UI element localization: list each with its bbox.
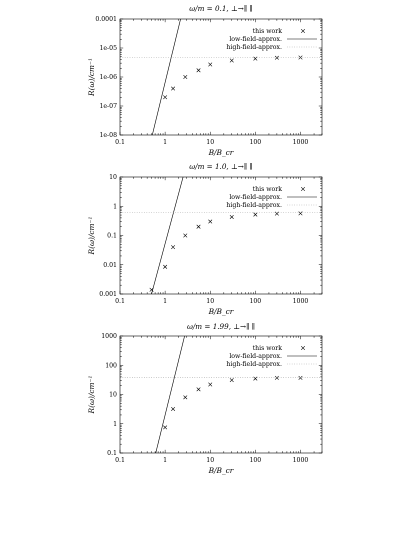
low-field-approx-line [151,177,184,294]
data-point [171,406,176,411]
y-tick-label: 1000 [101,333,117,340]
chart-panel-1: 0.1 1 10 100 1000 1e-08 1e-07 1e-06 1e-05 0.0001 ω… [87,4,323,157]
y-tick-label: 0.1 [107,233,117,240]
legend-label: this work [253,186,283,193]
data-point [298,375,303,380]
x-axis-label: B/B_cr [208,148,234,157]
y-tick-label: 10 [109,174,117,181]
x-tick-label: 100 [249,298,261,305]
y-tick-label: 1e-05 [99,45,117,52]
legend-label: low-field-approx. [229,194,282,201]
data-point [183,74,188,80]
legend-marker [300,28,306,34]
data-point [208,382,213,387]
legend-label: this work [253,345,283,352]
data-point [298,211,303,216]
data-point [229,214,234,219]
y-tick-label: 100 [105,362,117,369]
x-tick-label: 1000 [293,457,309,464]
chart-title: ω/m = 1.99, ⊥→∥ ∥ [187,322,255,331]
y-tick-label: 1e-06 [99,74,117,81]
x-tick-label: 10 [206,139,214,146]
data-point [208,219,213,224]
plot-frame [119,18,323,136]
x-tick-label: 10 [206,457,214,464]
plot-frame [119,335,323,454]
x-tick-label: 10 [206,298,214,305]
x-tick-label: 0.1 [115,139,125,146]
data-point [196,68,201,73]
data-point [196,224,201,229]
x-tick-label: 1000 [293,298,309,305]
data-point [274,375,279,380]
data-point [183,233,188,238]
data-point [171,245,176,250]
x-tick-label: 1 [163,457,167,464]
data-point [163,425,168,430]
data-point [163,264,168,269]
legend-label: high-field-approx. [226,361,282,368]
y-tick-label: 1e-08 [99,132,117,139]
y-tick-label: 0.0001 [95,16,117,23]
data-point [229,58,234,63]
plot-frame [119,176,323,295]
low-field-approx-line [152,19,181,135]
y-axis-label: R(ω)/cm⁻¹ [87,217,96,256]
y-tick-label: 0.01 [103,262,117,269]
x-tick-label: 1 [163,298,167,305]
data-point [253,212,258,217]
chart-panel-3: 0.1 1 10 100 1000 0.1 1 10 100 1000 ω/m = 1.99, ⊥→… [87,322,323,475]
x-tick-label: 100 [249,457,261,464]
chart-title: ω/m = 1.0, ⊥→∥ ∥ [189,162,252,171]
y-tick-label: 1e-07 [99,103,117,110]
data-point [274,55,279,60]
data-point [253,56,258,61]
legend-label: low-field-approx. [229,353,282,360]
y-tick-label: 1 [113,203,117,210]
legend-marker [300,186,306,192]
y-tick-label: 0.1 [107,450,117,457]
y-tick-label: 10 [109,392,117,399]
chart-title: ω/m = 0.1, ⊥→∥ ∥ [189,4,252,13]
data-point [183,395,188,400]
chart-panel-2: 0.1 1 10 100 1000 0.001 0.01 0.1 1 10 ω/m = 1.0, ⊥… [87,162,323,316]
x-tick-label: 0.1 [115,298,125,305]
data-point [274,211,279,216]
x-tick-label: 100 [249,139,261,146]
data-point [196,387,201,392]
x-axis-label: B/B_cr [208,307,234,316]
y-tick-label: 0.001 [99,291,117,298]
legend-label: high-field-approx. [226,202,282,209]
data-point [208,62,213,67]
data-point [229,378,234,383]
y-tick-label: 1 [113,421,117,428]
x-tick-label: 1000 [293,139,309,146]
data-point [253,376,258,381]
data-point [163,95,168,100]
legend-label: high-field-approx. [226,44,282,51]
x-tick-label: 1 [163,139,167,146]
y-axis-label: R(ω)/cm⁻¹ [87,58,96,97]
data-point [171,86,176,91]
legend-marker [300,345,306,351]
legend-label: this work [253,28,283,35]
x-axis-label: B/B_cr [208,466,234,475]
low-field-approx-line [155,336,185,453]
legend-label: low-field-approx. [229,36,282,43]
x-tick-label: 0.1 [115,457,125,464]
y-axis-label: R(ω)/cm⁻¹ [87,376,96,415]
